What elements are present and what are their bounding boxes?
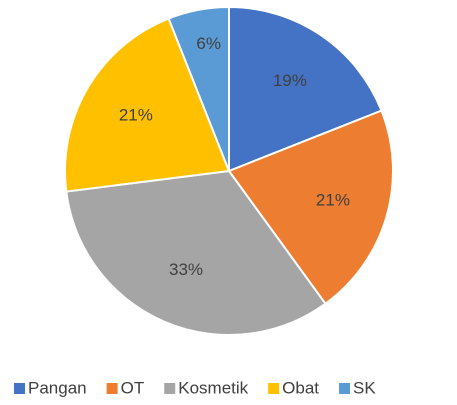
- legend-swatch: [268, 383, 280, 394]
- legend-swatch: [106, 383, 118, 394]
- legend: Pangan OT Kosmetik Obat SK: [14, 378, 376, 397]
- pie-slice: [227, 109, 394, 306]
- pie-slice: [167, 5, 230, 172]
- legend-label: Pangan: [28, 378, 87, 397]
- legend-label: OT: [121, 378, 145, 397]
- legend-swatch: [14, 383, 25, 394]
- data-label: 6%: [196, 34, 221, 53]
- legend-swatch: [339, 383, 351, 394]
- legend-label: SK: [353, 378, 376, 397]
- pie-slice: [64, 17, 231, 193]
- legend-swatch: [164, 383, 176, 394]
- data-label: 33%: [169, 260, 203, 279]
- data-label: 21%: [119, 105, 153, 124]
- legend-label: Obat: [282, 378, 319, 397]
- pie-slice: [228, 5, 383, 173]
- data-label: 19%: [273, 71, 307, 90]
- data-label: 21%: [316, 191, 350, 210]
- legend-label: Kosmetik: [178, 378, 248, 397]
- pie: 19% 21% 33% 21% 6%: [64, 5, 394, 336]
- pie-slice: [65, 169, 327, 336]
